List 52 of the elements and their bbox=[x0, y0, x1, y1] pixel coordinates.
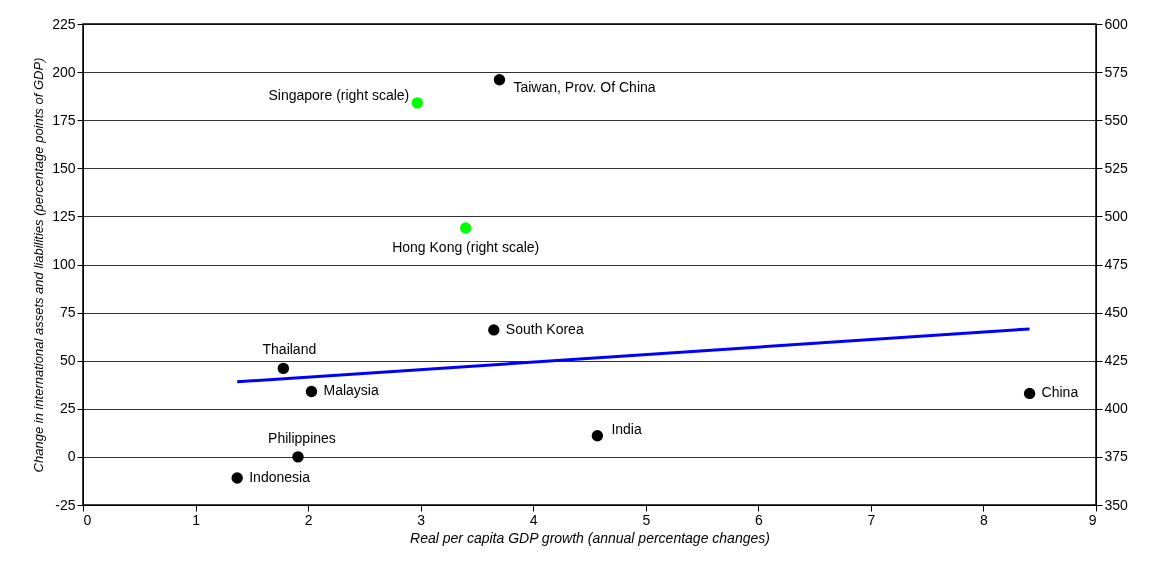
x-tick-label: 0 bbox=[83, 511, 92, 528]
y2-tick-label: 525 bbox=[1104, 159, 1129, 176]
y2-tick-label: 450 bbox=[1104, 304, 1129, 321]
x-tick-label: 9 bbox=[1088, 511, 1097, 528]
y-tick-label: 175 bbox=[52, 111, 76, 128]
point bbox=[488, 324, 500, 336]
y-tick-label: 125 bbox=[52, 207, 76, 224]
y2-tick-label: 500 bbox=[1104, 207, 1129, 224]
point bbox=[292, 451, 304, 463]
point bbox=[591, 430, 604, 442]
series-label: Hong Kong (right scale) bbox=[392, 238, 540, 255]
point bbox=[231, 472, 243, 484]
point bbox=[277, 362, 290, 375]
series-label: Taiwan, Prov. Of China bbox=[513, 78, 656, 95]
point bbox=[1023, 387, 1036, 400]
y-tick-label: 75 bbox=[59, 304, 76, 321]
point bbox=[305, 385, 318, 398]
series-label: South Korea bbox=[505, 320, 584, 337]
x-tick-label: 4 bbox=[529, 511, 538, 528]
series-label: Thailand bbox=[262, 341, 317, 358]
y-tick-label: 225 bbox=[52, 15, 76, 32]
x-tick-label: 7 bbox=[867, 511, 876, 528]
y-tick-label: 25 bbox=[59, 400, 76, 417]
x-tick-label: 6 bbox=[754, 511, 763, 528]
x-tick-label: 5 bbox=[642, 511, 651, 528]
x-axis-title: Real per capita GDP growth (annual percentage changes) bbox=[410, 529, 770, 546]
series-label: Indonesia bbox=[249, 469, 311, 486]
x-tick-label: 3 bbox=[417, 511, 426, 528]
y-tick-label: 50 bbox=[59, 352, 76, 369]
y2-tick-label: 350 bbox=[1104, 496, 1129, 513]
y2-tick-label: 400 bbox=[1104, 400, 1129, 417]
y2-tick-label: 375 bbox=[1104, 448, 1129, 465]
point bbox=[493, 74, 506, 86]
y2-tick-label: 425 bbox=[1104, 352, 1129, 369]
series-label: Malaysia bbox=[323, 382, 379, 399]
series-label: Philippines bbox=[268, 429, 336, 446]
y-tick-label: 200 bbox=[52, 63, 76, 80]
x-tick-label: 2 bbox=[304, 511, 313, 528]
y-axis-title: Change in international assets and liabilities (percentage points of GDP) bbox=[31, 57, 47, 473]
x-tick-label: 8 bbox=[980, 511, 989, 528]
series-label: Singapore (right scale) bbox=[268, 86, 410, 103]
series-label: China bbox=[1041, 384, 1079, 401]
x-tick-label: 1 bbox=[192, 511, 201, 528]
y2-tick-label: 575 bbox=[1104, 63, 1129, 80]
y-tick-label: 0 bbox=[67, 448, 76, 465]
y-tick-label: 100 bbox=[52, 256, 76, 272]
y2-tick-label: 475 bbox=[1104, 256, 1129, 272]
series-label: India bbox=[611, 420, 642, 437]
y-tick-label: -25 bbox=[55, 496, 76, 513]
y-tick-label: 150 bbox=[52, 159, 76, 176]
y2-tick-label: 600 bbox=[1104, 15, 1129, 32]
y2-tick-label: 550 bbox=[1104, 111, 1129, 128]
